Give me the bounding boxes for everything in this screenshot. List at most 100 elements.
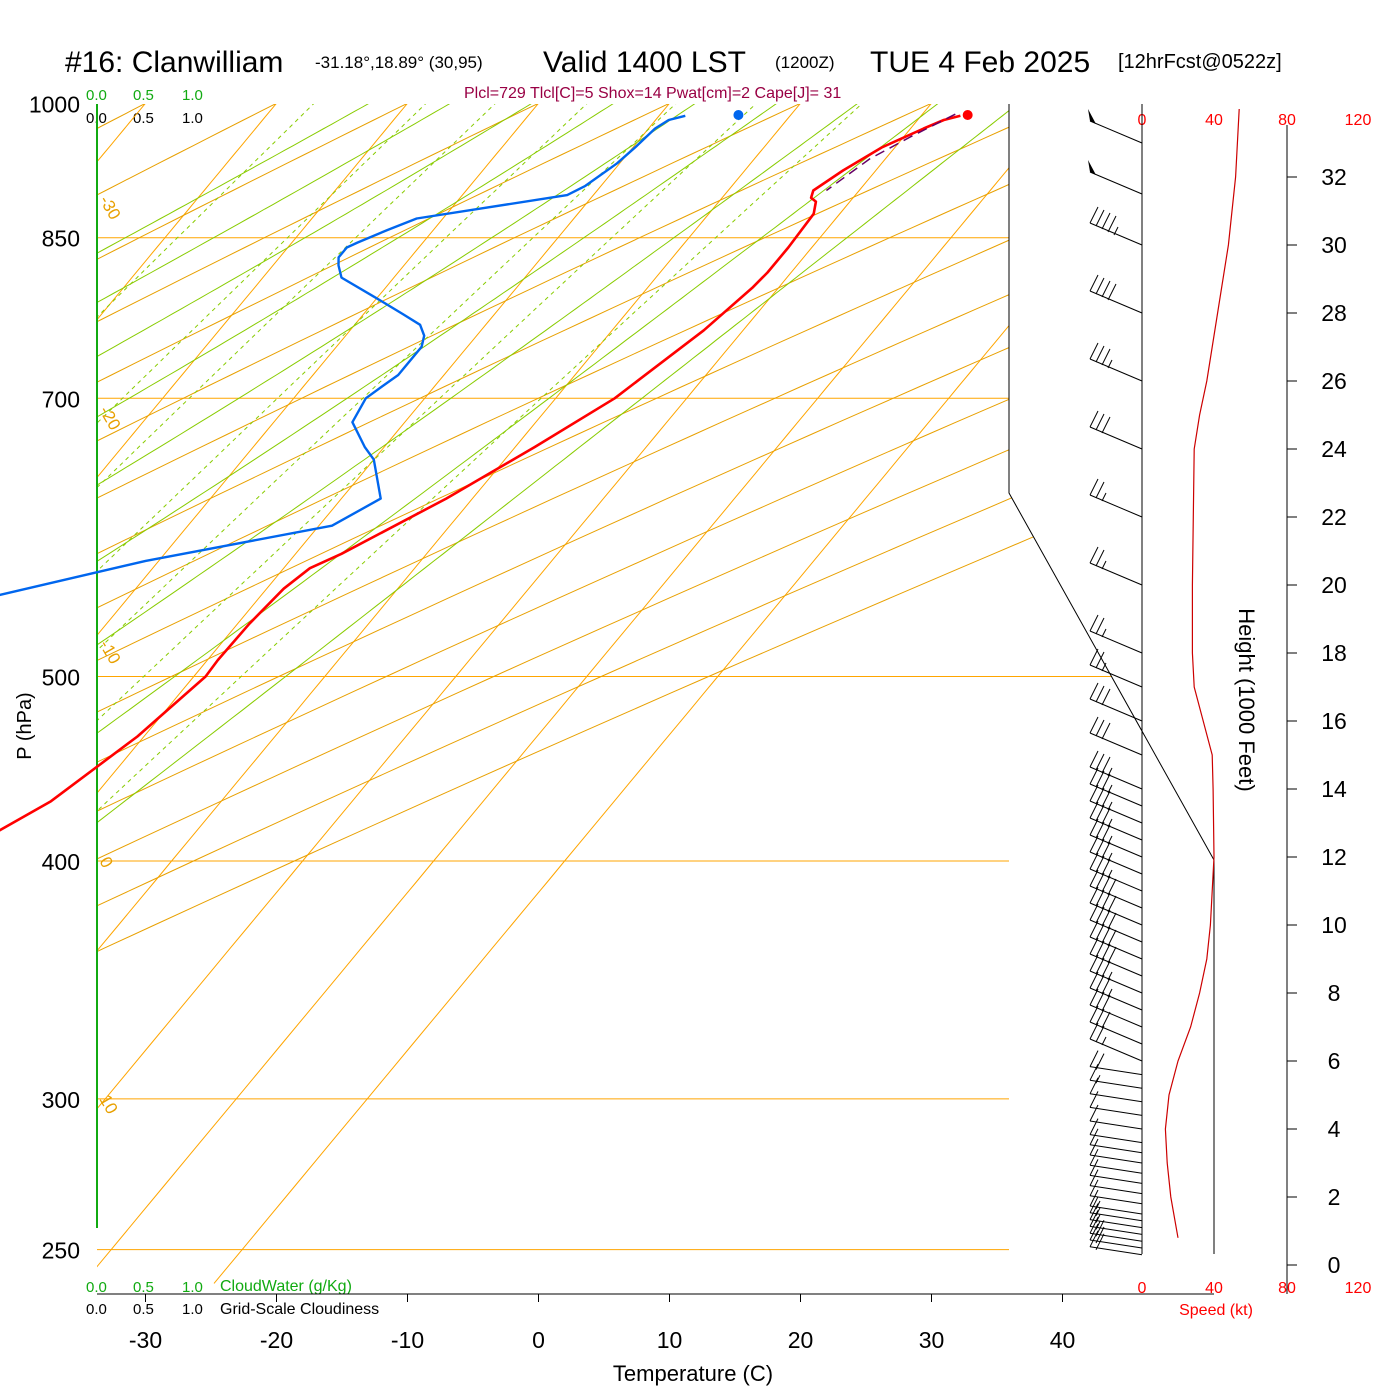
height-tick-label: 10 <box>1321 912 1347 938</box>
moist-adiabat-line <box>97 104 756 1284</box>
mixing-ratio-line <box>97 104 356 862</box>
wind-barb-staff <box>1089 1093 1143 1103</box>
wind-barb-flag <box>1089 1022 1099 1040</box>
wind-barb-flag <box>1101 416 1111 434</box>
wind-speed-profile <box>1164 108 1240 1238</box>
wind-barb-flag <box>1095 277 1105 295</box>
height-tick-label: 20 <box>1321 572 1347 598</box>
isotherm-line <box>97 104 704 1284</box>
wind-barb-flag <box>1089 206 1099 224</box>
wind-barb-flag <box>1107 929 1117 947</box>
wind-barb-pennant <box>1088 160 1096 175</box>
wind-barb-flag <box>1101 909 1111 927</box>
wind-barb-staff <box>1089 426 1143 450</box>
speed-scale-top: 0 40 80 120 <box>1138 112 1372 129</box>
dry-adiabat-line <box>97 104 490 1284</box>
wind-barb-staff <box>1089 630 1143 654</box>
dry-adiabat-line <box>97 104 1214 1284</box>
wind-barb-flag <box>1095 957 1105 975</box>
height-tick-label: 6 <box>1328 1048 1341 1074</box>
wind-barb-staff <box>1089 936 1143 960</box>
wind-barb-flag <box>1089 1230 1099 1248</box>
wind-barb-flag <box>1095 209 1105 227</box>
wind-barb-flag <box>1095 821 1105 839</box>
speed-tick: 80 <box>1278 112 1296 129</box>
x-tick-label: 0 <box>532 1327 545 1353</box>
wind-barb-staff <box>1089 1066 1143 1076</box>
wind-barb-staff <box>1089 987 1143 1011</box>
wind-barb-half-flag <box>1107 801 1113 811</box>
dry-adiabat-label: -30 <box>96 192 125 223</box>
wind-barb-staff <box>1089 494 1143 518</box>
y-tick-label: 850 <box>42 226 80 252</box>
dry-adiabat-line <box>97 104 1214 1284</box>
height-tick-label: 26 <box>1321 368 1347 394</box>
wind-barb-flag <box>1101 926 1111 944</box>
wind-barb-staff <box>1089 783 1143 807</box>
x-tick-label: 40 <box>1050 1327 1076 1353</box>
dry-adiabat-label: 10 <box>96 1091 122 1117</box>
wind-barb-flag <box>1107 215 1117 233</box>
wind-barb-flag <box>1089 1196 1099 1214</box>
wind-barb-flag <box>1089 478 1099 496</box>
speed-tick: 40 <box>1205 1280 1223 1297</box>
height-tick-label: 14 <box>1321 776 1347 802</box>
wind-barb-staff <box>1089 1225 1143 1235</box>
y-tick-label: 250 <box>42 1238 80 1264</box>
wind-barb-staff <box>1089 1144 1143 1154</box>
isotherm-line <box>97 104 966 1284</box>
wind-barb-staff <box>1089 885 1143 909</box>
dry-adiabat-line <box>97 104 623 1284</box>
wind-barb-flag <box>1095 804 1105 822</box>
height-axis-label: Height (1000 Feet) <box>1234 608 1259 791</box>
wind-barb-flag <box>1089 1179 1099 1197</box>
cloudwater-tick: 0.5 <box>133 87 154 104</box>
height-tick-label: 8 <box>1328 980 1341 1006</box>
wind-barb-flag <box>1095 838 1105 856</box>
mixing-ratio-line <box>97 104 801 862</box>
wind-barb-flag <box>1095 787 1105 805</box>
surface-dewpoint-marker <box>733 109 744 120</box>
wind-barb-flag <box>1089 274 1099 292</box>
wind-barb-flag <box>1095 719 1105 737</box>
wind-barb-flag <box>1095 872 1105 890</box>
x-axis-label: Temperature (C) <box>613 1361 773 1386</box>
wind-barb-staff <box>1089 970 1143 994</box>
wind-barb-flag <box>1095 940 1105 958</box>
dry-adiabat-label: 0 <box>96 854 117 872</box>
cloudiness-label: Grid-Scale Cloudiness <box>220 1301 379 1318</box>
wind-barb-flag <box>1089 920 1099 938</box>
wind-barb-staff <box>1089 953 1143 977</box>
wind-barb-staff <box>1089 562 1143 586</box>
height-tick-label: 24 <box>1321 436 1347 462</box>
dry-adiabat-line <box>97 104 1214 1284</box>
wind-barb-flag <box>1089 869 1099 887</box>
speed-scale-bottom: 0 40 80 120 Speed (kt) <box>1138 1280 1372 1319</box>
height-tick-label: 12 <box>1321 844 1347 870</box>
wind-barb-half-flag <box>1101 560 1107 570</box>
wind-barb-half-flag <box>1107 784 1113 794</box>
wind-barb-flag <box>1101 824 1111 842</box>
dry-adiabat-line <box>97 104 1214 1284</box>
wind-barb-half-flag <box>1101 662 1107 672</box>
cloudiness-tick: 0.5 <box>133 110 154 127</box>
x-tick-label: 10 <box>657 1327 683 1353</box>
wind-barb-staff <box>1089 902 1143 926</box>
wind-barb-flag <box>1089 852 1099 870</box>
dry-adiabat-line <box>97 104 357 1284</box>
mixing-ratio-line <box>97 104 720 862</box>
wind-barb-flag <box>1107 878 1117 896</box>
wind-barb-flag <box>1089 682 1099 700</box>
sounding-indices: Plcl=729 Tlcl[C]=5 Shox=14 Pwat[cm]=2 Ca… <box>464 85 841 102</box>
wind-barb-flag <box>1095 413 1105 431</box>
cloudwater-scale-bottom: 0.0 0.5 1.0 CloudWater (g/Kg) <box>86 1278 352 1296</box>
isotherm-line <box>97 104 311 1284</box>
wind-barb-staff <box>1089 919 1143 943</box>
x-tick-label: -30 <box>129 1327 162 1353</box>
wind-barb-staff <box>1089 868 1143 892</box>
wind-barb-flag <box>1095 685 1105 703</box>
wind-barb-pennant <box>1088 109 1096 124</box>
height-tick-label: 22 <box>1321 504 1347 530</box>
wind-barb-staff <box>1089 1239 1143 1249</box>
wind-barb-flag <box>1095 991 1105 1009</box>
